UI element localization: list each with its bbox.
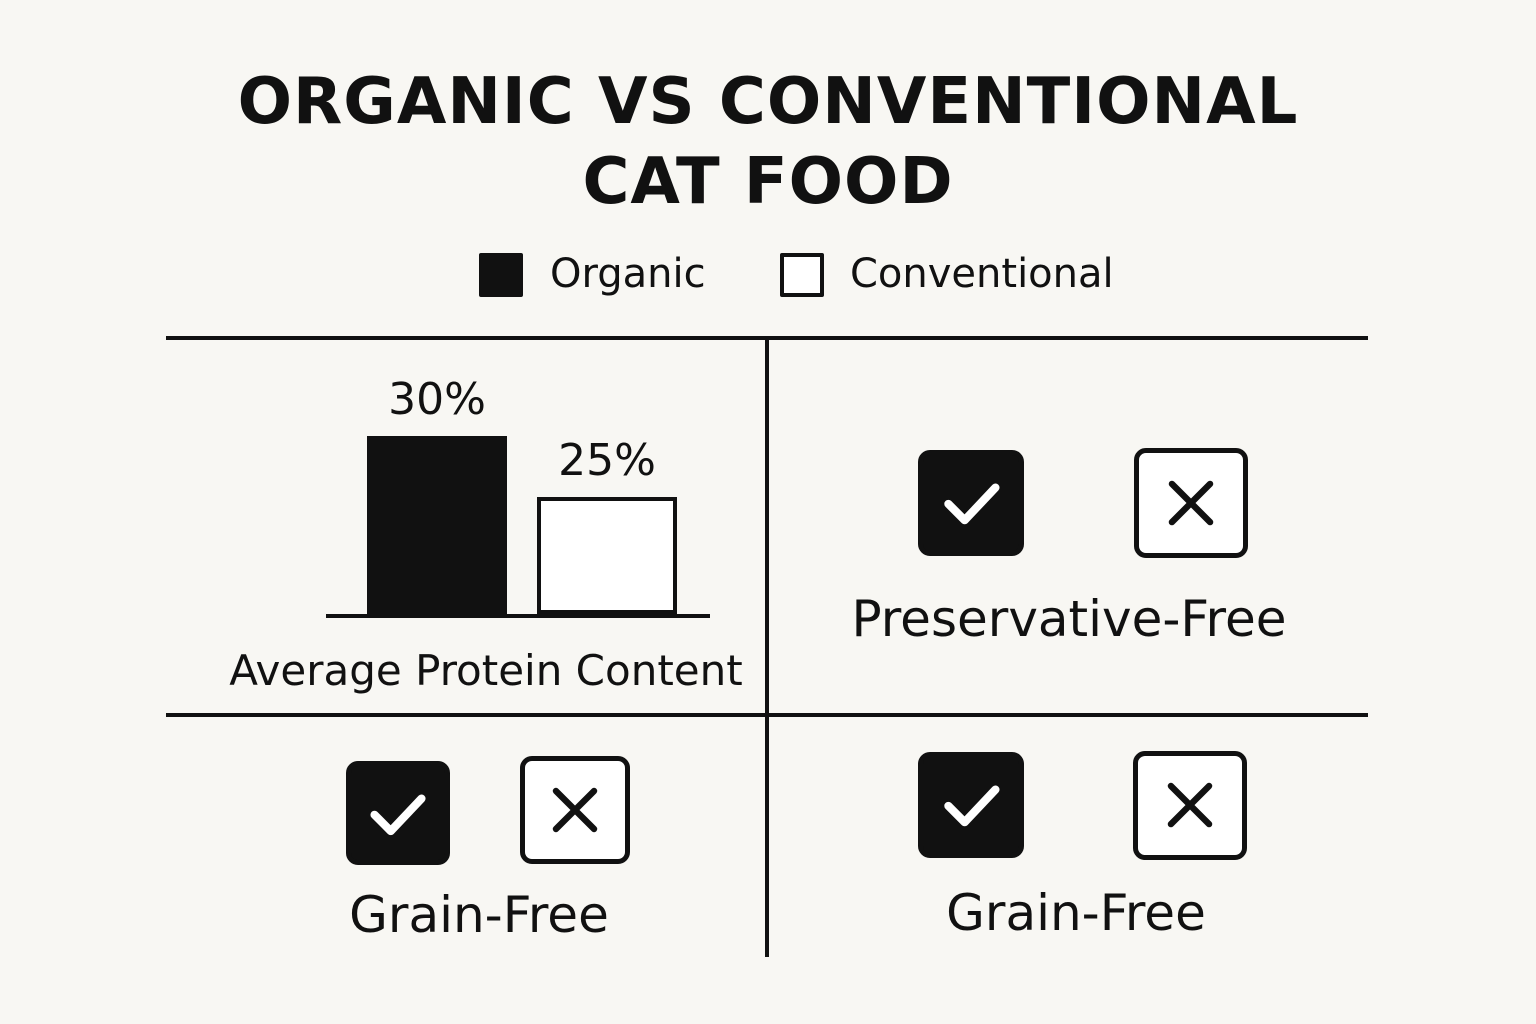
grid-vertical-divider	[765, 340, 769, 957]
check-icon	[918, 450, 1024, 556]
grid-top-divider	[166, 336, 1368, 340]
bar-label-conventional: 25%	[558, 435, 656, 487]
legend-swatch-conventional	[780, 253, 824, 297]
legend-label-conventional: Conventional	[850, 251, 1114, 297]
protein-chart: 30% 25%	[150, 340, 760, 710]
x-icon	[520, 756, 630, 864]
chart-baseline	[326, 614, 710, 618]
title-line-2: CAT FOOD	[582, 145, 954, 219]
title-line-1: ORGANIC VS CONVENTIONAL	[237, 65, 1299, 139]
protein-caption: Average Protein Content	[229, 646, 743, 695]
check-icon	[346, 761, 450, 865]
check-icon	[918, 752, 1024, 858]
x-icon	[1133, 751, 1247, 860]
grain-free-caption-left: Grain-Free	[349, 886, 609, 944]
legend-swatch-organic	[479, 253, 523, 297]
bar-conventional	[537, 497, 677, 614]
preservative-free-caption: Preservative-Free	[851, 590, 1287, 648]
x-icon	[1134, 448, 1248, 558]
bar-label-organic: 30%	[388, 374, 486, 425]
bar-organic	[367, 436, 507, 614]
grain-free-caption-right: Grain-Free	[946, 884, 1206, 942]
legend-label-organic: Organic	[550, 251, 706, 297]
